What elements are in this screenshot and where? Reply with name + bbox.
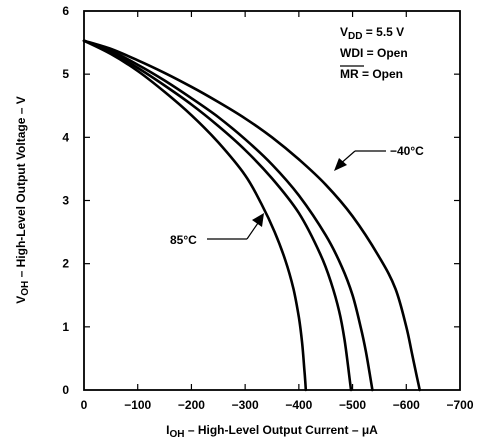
y-tick-label: 4 bbox=[62, 130, 69, 144]
condition-mr: MR = Open bbox=[340, 67, 403, 81]
x-tick-label: −600 bbox=[393, 398, 420, 412]
y-tick-label: 3 bbox=[62, 194, 69, 208]
plot-frame bbox=[83, 10, 461, 391]
annotation-minus40c-label: −40°C bbox=[390, 144, 424, 158]
x-tick-label: −500 bbox=[339, 398, 366, 412]
annotation-minus40c-arrowhead bbox=[334, 158, 347, 171]
annotation-85c-arrow-shaft bbox=[246, 222, 259, 240]
axis-ticks bbox=[84, 11, 460, 390]
series-curves bbox=[82, 39, 421, 392]
y-tick-label: 2 bbox=[62, 257, 69, 271]
y-tick-label: 0 bbox=[62, 383, 69, 397]
y-tick-labels: 0 1 2 3 4 5 6 bbox=[62, 4, 69, 397]
condition-vdd: VDD = 5.5 V bbox=[340, 25, 404, 42]
y-tick-label: 6 bbox=[62, 4, 69, 18]
y-axis-title: VOH – High-Level Output Voltage – V bbox=[14, 96, 31, 303]
series-line-4 bbox=[82, 39, 308, 392]
x-axis-title: IOH – High-Level Output Current – μA bbox=[166, 423, 378, 440]
x-tick-labels: 0 −100 −200 −300 −400 −500 −600 −700 bbox=[81, 398, 474, 412]
x-tick-label: 0 bbox=[81, 398, 88, 412]
condition-wdi: WDI = Open bbox=[340, 46, 408, 60]
x-tick-label: −400 bbox=[285, 398, 312, 412]
x-tick-label: −200 bbox=[178, 398, 205, 412]
y-tick-label: 1 bbox=[62, 320, 69, 334]
series-line-1 bbox=[82, 39, 421, 392]
annotation-85c: 85°C bbox=[170, 213, 264, 247]
annotation-85c-arrowhead bbox=[252, 213, 264, 227]
series-line-2 bbox=[82, 39, 374, 392]
y-tick-label: 5 bbox=[62, 67, 69, 81]
x-tick-label: −100 bbox=[124, 398, 151, 412]
annotation-85c-label: 85°C bbox=[170, 233, 197, 247]
series-line-3 bbox=[82, 39, 353, 392]
x-tick-label: −700 bbox=[446, 398, 473, 412]
x-tick-label: −300 bbox=[232, 398, 259, 412]
annotation-minus40c: −40°C bbox=[334, 144, 424, 171]
